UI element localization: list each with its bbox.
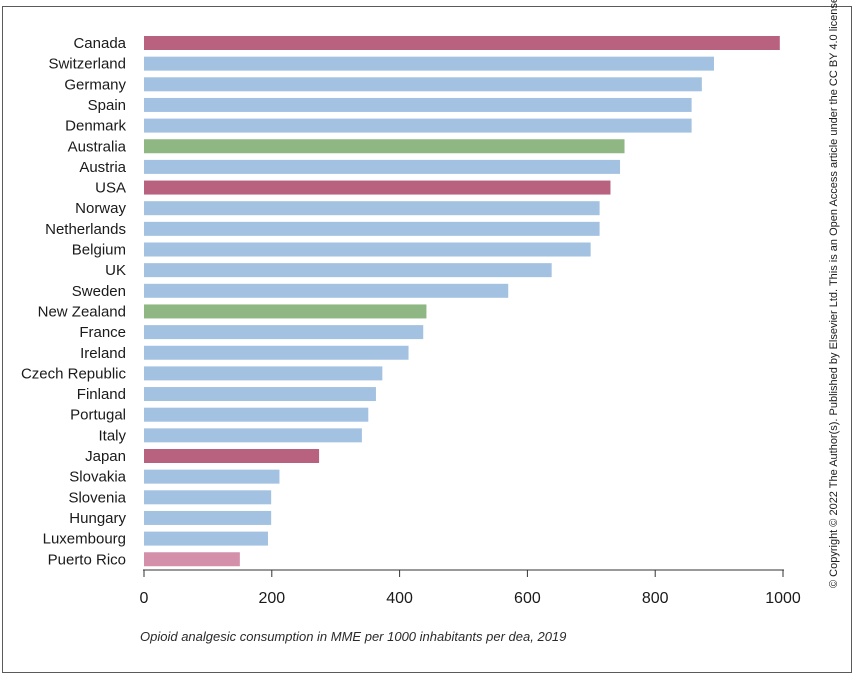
category-labels-group: Canada Switzerland Germany Spain Denmark Aust… xyxy=(21,35,127,568)
x-tick-label: 400 xyxy=(386,590,413,607)
bar-australia xyxy=(144,139,625,154)
bar-new-zealand xyxy=(144,304,427,319)
bar-slovenia xyxy=(144,490,272,505)
category-label: Italy xyxy=(98,427,126,444)
bar-denmark xyxy=(144,118,692,133)
bar-usa xyxy=(144,180,611,195)
x-axis-title: Opioid analgesic consumption in MME per … xyxy=(140,629,566,644)
category-label: Sweden xyxy=(72,283,126,300)
bars-group xyxy=(144,36,780,567)
bar-portugal xyxy=(144,407,369,422)
category-label: Japan xyxy=(85,448,126,465)
x-tick-label: 0 xyxy=(140,590,149,607)
bar-france xyxy=(144,325,424,340)
category-label: UK xyxy=(105,262,126,279)
x-tick-label: 1000 xyxy=(765,590,801,607)
bar-luxembourg xyxy=(144,531,268,546)
category-label: France xyxy=(79,324,126,341)
category-label: Germany xyxy=(64,76,126,93)
category-label: Switzerland xyxy=(48,56,126,73)
category-label: Ireland xyxy=(80,345,126,362)
category-label: Spain xyxy=(88,97,126,114)
bar-japan xyxy=(144,449,320,463)
bar-austria xyxy=(144,159,621,174)
category-label: USA xyxy=(95,180,126,197)
bar-slovakia xyxy=(144,469,280,484)
category-label: Finland xyxy=(77,386,126,403)
category-label: Belgium xyxy=(72,242,126,259)
category-label: Hungary xyxy=(69,510,126,527)
category-label: Luxembourg xyxy=(43,531,126,548)
x-tick-label: 800 xyxy=(642,590,669,607)
category-label: Czech Republic xyxy=(21,365,127,382)
figure-frame xyxy=(2,6,852,673)
category-label: Slovenia xyxy=(68,489,126,506)
bar-switzerland xyxy=(144,56,714,71)
bar-sweden xyxy=(144,283,509,298)
category-label: Australia xyxy=(68,138,127,155)
bar-puerto-rico xyxy=(144,552,240,567)
bar-hungary xyxy=(144,510,272,525)
bar-spain xyxy=(144,97,692,112)
category-label: Puerto Rico xyxy=(48,551,126,568)
category-label: Canada xyxy=(73,35,126,52)
bar-canada xyxy=(144,36,780,50)
bar-germany xyxy=(144,77,702,92)
x-tick-label: 600 xyxy=(514,590,541,607)
copyright-notice: © Copyright © 2022 The Author(s). Publis… xyxy=(828,0,840,588)
bar-norway xyxy=(144,201,600,216)
x-tick-label: 200 xyxy=(258,590,285,607)
category-label: New Zealand xyxy=(38,303,126,320)
category-label: Norway xyxy=(75,200,126,217)
bar-czech-republic xyxy=(144,366,383,381)
x-axis: 0 200 400 600 800 1000 xyxy=(140,569,801,607)
category-label: Denmark xyxy=(65,118,126,135)
bar-netherlands xyxy=(144,221,600,236)
bar-ireland xyxy=(144,345,409,360)
bar-uk xyxy=(144,263,552,278)
category-label: Slovakia xyxy=(69,469,126,486)
category-label: Netherlands xyxy=(45,221,126,238)
category-label: Portugal xyxy=(70,407,126,424)
category-label: Austria xyxy=(79,159,126,176)
bar-italy xyxy=(144,428,362,443)
bar-finland xyxy=(144,387,376,402)
bar-belgium xyxy=(144,242,591,257)
